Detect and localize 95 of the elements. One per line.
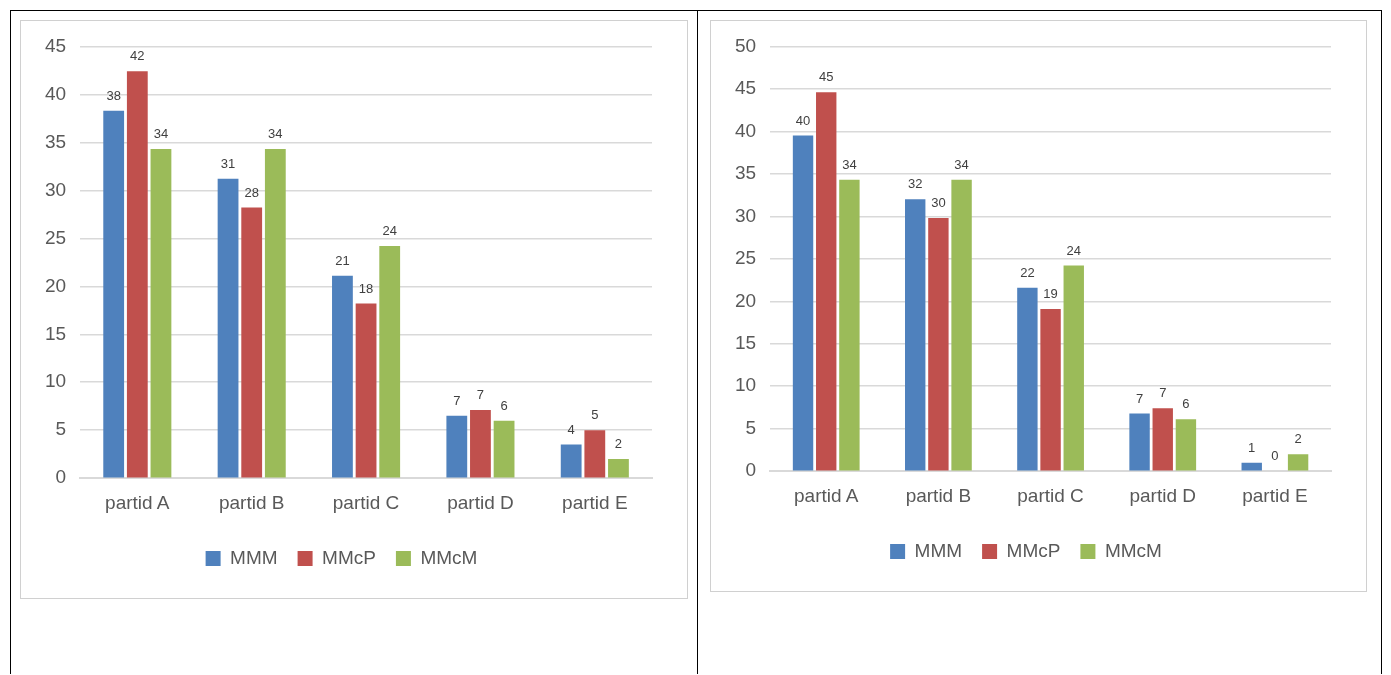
data-label: 28 xyxy=(244,184,259,200)
bar xyxy=(470,410,491,478)
bar xyxy=(608,459,629,478)
data-label: 21 xyxy=(335,252,350,268)
bar xyxy=(126,71,148,478)
y-tick-label: 40 xyxy=(734,119,757,141)
bar xyxy=(928,218,949,471)
x-tick-label: partid D xyxy=(447,491,514,513)
y-tick-label: 20 xyxy=(734,289,757,311)
y-tick-label: 15 xyxy=(44,322,67,344)
data-label: 32 xyxy=(907,176,923,192)
y-tick-label: 10 xyxy=(44,370,67,392)
x-tick-label: partid A xyxy=(105,491,170,513)
data-label: 22 xyxy=(1020,264,1035,280)
bar xyxy=(951,179,972,471)
data-label: 34 xyxy=(954,156,969,172)
bar xyxy=(355,303,377,478)
bar xyxy=(264,149,286,478)
y-tick-label: 5 xyxy=(745,416,757,438)
data-label: 19 xyxy=(1043,286,1058,301)
data-label: 7 xyxy=(476,387,485,403)
bar xyxy=(446,415,468,478)
y-tick-label: 45 xyxy=(734,77,757,99)
data-label: 24 xyxy=(1066,242,1081,258)
x-tick-label: partid A xyxy=(794,484,859,506)
bar xyxy=(1017,287,1038,471)
y-tick-label: 5 xyxy=(55,418,67,440)
data-label: 7 xyxy=(1135,390,1144,406)
legend-label: MMcP xyxy=(322,546,376,568)
data-label: 30 xyxy=(931,195,946,211)
y-tick-label: 30 xyxy=(44,178,67,200)
y-tick-label: 15 xyxy=(734,331,757,353)
x-tick-label: partid C xyxy=(332,491,400,513)
bar xyxy=(379,245,401,478)
bar xyxy=(493,420,515,478)
x-tick-label: partid B xyxy=(905,484,972,506)
bar xyxy=(217,178,239,478)
data-label: 2 xyxy=(1294,431,1302,447)
data-label: 1 xyxy=(1248,439,1256,455)
y-tick-label: 40 xyxy=(44,82,67,104)
bar xyxy=(332,275,353,478)
data-label: 45 xyxy=(818,69,834,85)
y-tick-label: 35 xyxy=(734,162,757,184)
legend-label: MMcM xyxy=(1104,539,1162,561)
data-label: 31 xyxy=(220,155,236,171)
y-tick-label: 20 xyxy=(44,274,67,296)
bar xyxy=(560,444,582,478)
bar xyxy=(1129,413,1150,471)
bar xyxy=(1175,419,1197,471)
y-tick-label: 35 xyxy=(44,130,67,152)
y-tick-label: 0 xyxy=(745,459,757,481)
bar xyxy=(792,135,814,471)
y-tick-label: 50 xyxy=(734,34,757,56)
data-label: 6 xyxy=(1182,396,1190,412)
legend-label: MMcP xyxy=(1006,539,1061,561)
bar xyxy=(103,110,125,478)
y-tick-label: 25 xyxy=(734,247,757,269)
bar xyxy=(584,430,606,478)
bar xyxy=(1152,408,1173,471)
bar xyxy=(839,179,860,471)
bar xyxy=(241,207,263,478)
data-label: 38 xyxy=(106,87,121,103)
x-tick-label: partid B xyxy=(218,491,285,513)
legend-label: MMM xyxy=(230,546,278,568)
data-label: 40 xyxy=(795,112,811,128)
y-tick-label: 45 xyxy=(44,34,67,56)
data-label: 24 xyxy=(382,223,397,239)
y-tick-label: 25 xyxy=(44,226,67,248)
y-tick-label: 10 xyxy=(734,374,757,396)
data-label: 7 xyxy=(1159,385,1167,401)
data-label: 7 xyxy=(453,392,461,408)
x-tick-label: partid E xyxy=(562,491,628,513)
legend-label: MMM xyxy=(914,539,963,561)
y-tick-label: 0 xyxy=(55,466,67,488)
data-label: 5 xyxy=(591,407,599,423)
bar xyxy=(1063,265,1084,471)
data-label: 2 xyxy=(614,436,623,452)
x-tick-label: partid C xyxy=(1017,484,1084,506)
bar xyxy=(150,149,172,478)
bar xyxy=(905,199,926,471)
bar xyxy=(1287,454,1309,471)
data-label: 42 xyxy=(130,48,145,64)
y-tick-label: 30 xyxy=(734,204,757,226)
legend-label: MMcM xyxy=(420,546,478,568)
data-label: 18 xyxy=(358,280,374,296)
x-tick-label: partid D xyxy=(1129,484,1197,506)
bar xyxy=(1040,308,1061,471)
data-label: 34 xyxy=(842,156,857,172)
data-label: 0 xyxy=(1271,448,1279,464)
x-tick-label: partid E xyxy=(1242,484,1308,506)
bar xyxy=(816,92,837,471)
data-label: 34 xyxy=(268,126,283,142)
data-label: 6 xyxy=(500,397,508,413)
data-label: 4 xyxy=(567,421,575,437)
data-label: 34 xyxy=(153,126,169,142)
